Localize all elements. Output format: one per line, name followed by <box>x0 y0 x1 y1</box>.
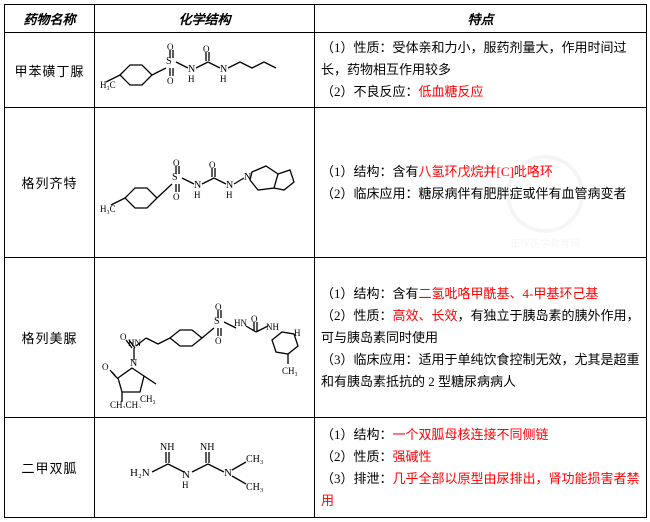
svg-text:H: H <box>294 328 301 338</box>
svg-text:S: S <box>172 172 178 183</box>
svg-text:NH: NH <box>160 442 174 453</box>
feature-line: （1）性质：受体亲和力小，服药剂量大，作用时间过长，药物相互作用较多 <box>321 37 640 81</box>
table-row: 二甲双胍H₂NNHNHNHNCH₃CH₃（1）结构：一个双胍母核连接不同侧链（2… <box>5 418 647 518</box>
svg-text:CH₃: CH₃ <box>246 454 263 465</box>
svg-text:NH: NH <box>266 322 279 332</box>
svg-text:H₃C: H₃C <box>100 204 116 214</box>
drug-table: 药物名称 化学结构 特点 甲苯磺丁脲H₃CSOONHONH（1）性质：受体亲和力… <box>4 4 647 518</box>
feature-line: （3）排泄：几乎全部以原型由尿排出，肾功能损害者禁用 <box>321 468 640 512</box>
svg-text:H₂N: H₂N <box>130 467 150 479</box>
header-structure: 化学结构 <box>95 5 315 33</box>
svg-text:CH₃: CH₃ <box>140 394 156 404</box>
svg-text:O: O <box>251 314 258 324</box>
svg-text:H: H <box>220 74 227 84</box>
svg-text:H: H <box>188 74 195 84</box>
svg-text:O: O <box>173 158 180 168</box>
svg-text:O: O <box>173 192 180 202</box>
svg-text:H₃C: H₃C <box>100 80 116 90</box>
svg-text:H: H <box>182 480 189 490</box>
svg-text:O: O <box>102 362 109 372</box>
feature-line: （2）性质：高效、长效，有独立于胰岛素的胰外作用，可与胰岛素同时使用 <box>321 305 640 349</box>
drug-name-cell: 格列美脲 <box>5 258 95 418</box>
svg-text:O: O <box>203 44 210 54</box>
header-row: 药物名称 化学结构 特点 <box>5 5 647 33</box>
svg-text:CH₃CH₂: CH₃CH₂ <box>110 400 141 408</box>
svg-text:H: H <box>226 190 233 200</box>
svg-text:O: O <box>167 42 174 52</box>
features-cell: （1）结构：含有八氢环戊烷并[C]吡咯环（2）临床应用：糖尿病伴有肥胖症或伴有血… <box>315 108 647 258</box>
table-row: 格列美脲OCH₃CH₃CH₂NOHNSOOHNONHCH₃H（1）结构：含有二氢… <box>5 258 647 418</box>
structure-cell: H₂NNHNHNHNCH₃CH₃ <box>95 418 315 518</box>
feature-line: （2）临床应用：糖尿病伴有肥胖症或伴有血管病变者 <box>321 183 640 205</box>
svg-text:HN: HN <box>128 338 141 348</box>
drug-name-cell: 格列齐特 <box>5 108 95 258</box>
features-cell: （1）结构：含有二氢吡咯甲酰基、4-甲基环己基（2）性质：高效、长效，有独立于胰… <box>315 258 647 418</box>
header-name: 药物名称 <box>5 5 95 33</box>
feature-line: （2）不良反应：低血糖反应 <box>321 81 640 103</box>
svg-text:S: S <box>166 56 172 67</box>
table-row: 甲苯磺丁脲H₃CSOONHONH（1）性质：受体亲和力小，服药剂量大，作用时间过… <box>5 33 647 108</box>
header-features: 特点 <box>315 5 647 33</box>
structure-cell: H₃CSOONHONHN <box>95 108 315 258</box>
svg-text:O: O <box>209 160 216 170</box>
svg-text:CH₃: CH₃ <box>246 482 263 493</box>
svg-text:HN: HN <box>234 318 247 328</box>
svg-text:S: S <box>214 316 220 327</box>
table-row: 格列齐特H₃CSOONHONHN（1）结构：含有八氢环戊烷并[C]吡咯环（2）临… <box>5 108 647 258</box>
feature-line: （3）临床应用：适用于单纯饮食控制无效，尤其是超重和有胰岛素抵抗的 2 型糖尿病… <box>321 349 640 393</box>
feature-line: （1）结构：含有八氢环戊烷并[C]吡咯环 <box>321 161 640 183</box>
feature-line: （2）性质：强碱性 <box>321 446 640 468</box>
feature-line: （1）结构：一个双胍母核连接不同侧链 <box>321 424 640 446</box>
structure-cell: H₃CSOONHONH <box>95 33 315 108</box>
svg-text:CH₃: CH₃ <box>282 366 298 376</box>
svg-text:O: O <box>215 336 222 346</box>
features-cell: （1）性质：受体亲和力小，服药剂量大，作用时间过长，药物相互作用较多（2）不良反… <box>315 33 647 108</box>
svg-text:N: N <box>224 467 232 479</box>
svg-text:O: O <box>215 302 222 312</box>
drug-name-cell: 二甲双胍 <box>5 418 95 518</box>
svg-text:O: O <box>120 332 127 342</box>
svg-text:H: H <box>194 190 201 200</box>
drug-name-cell: 甲苯磺丁脲 <box>5 33 95 108</box>
features-cell: （1）结构：一个双胍母核连接不同侧链（2）性质：强碱性（3）排泄：几乎全部以原型… <box>315 418 647 518</box>
svg-text:NH: NH <box>200 442 214 453</box>
svg-text:O: O <box>167 76 174 86</box>
structure-cell: OCH₃CH₃CH₂NOHNSOOHNONHCH₃H <box>95 258 315 418</box>
feature-line: （1）结构：含有二氢吡咯甲酰基、4-甲基环己基 <box>321 283 640 305</box>
